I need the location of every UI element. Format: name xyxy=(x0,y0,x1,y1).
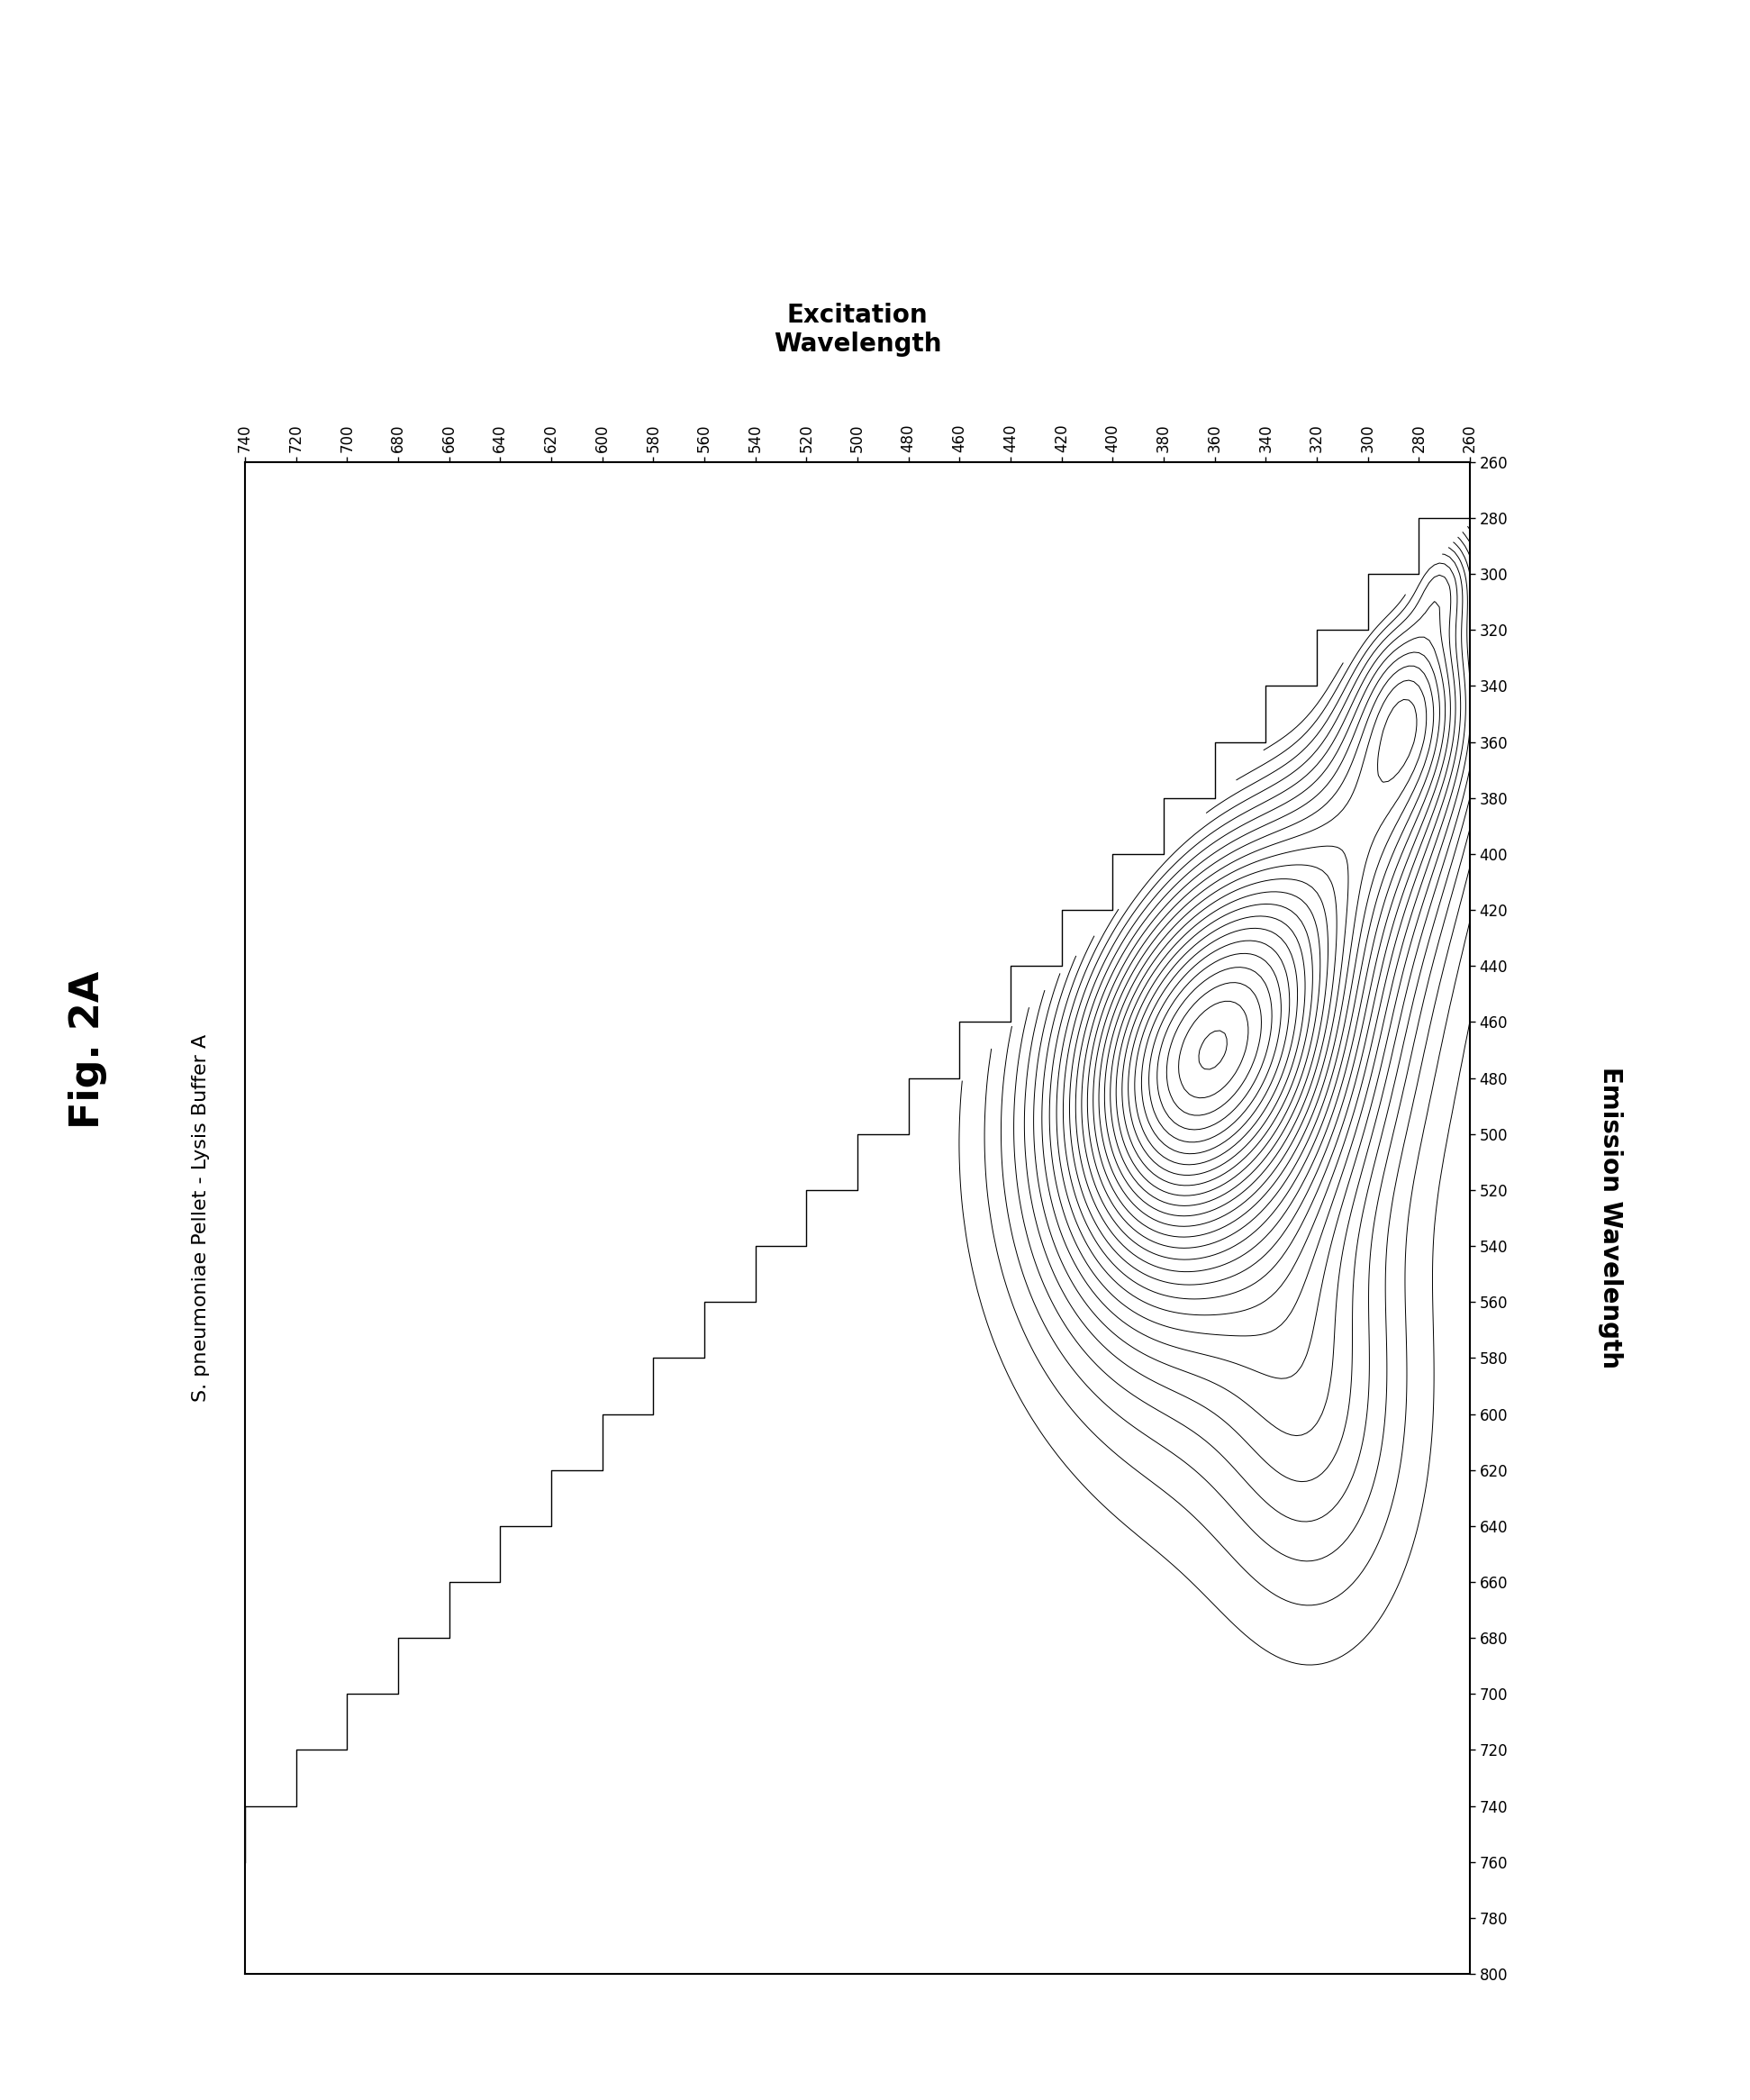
Text: Fig. 2A: Fig. 2A xyxy=(68,970,107,1130)
Text: S. pneumoniae Pellet - Lysis Buffer A: S. pneumoniae Pellet - Lysis Buffer A xyxy=(192,1033,210,1403)
Text: Excitation
Wavelength: Excitation Wavelength xyxy=(774,302,942,357)
Text: Emission Wavelength: Emission Wavelength xyxy=(1598,1067,1622,1369)
